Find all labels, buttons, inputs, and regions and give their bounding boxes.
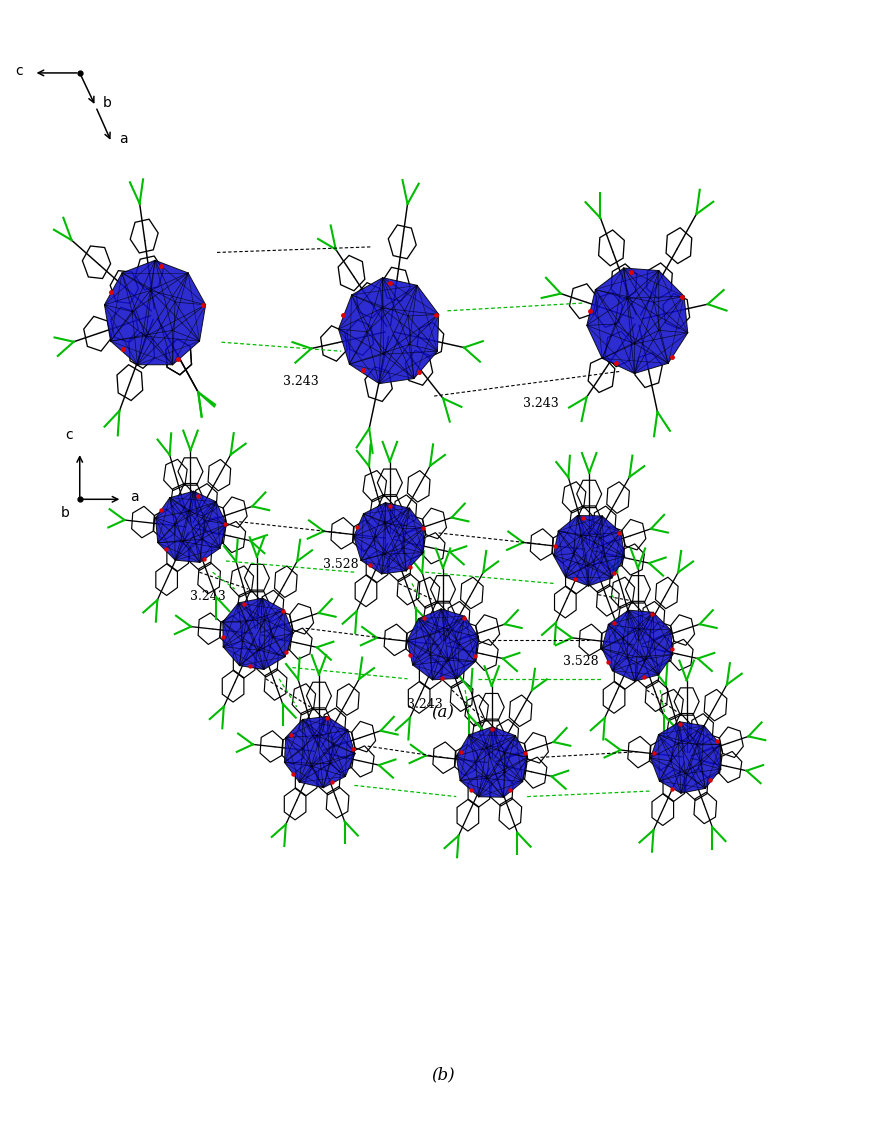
- Text: c: c: [16, 64, 23, 77]
- Text: 3.528: 3.528: [563, 655, 598, 669]
- Polygon shape: [222, 598, 293, 670]
- Text: b: b: [61, 506, 70, 519]
- Text: 3.528: 3.528: [323, 558, 359, 571]
- Polygon shape: [338, 277, 439, 384]
- Polygon shape: [354, 503, 424, 573]
- Text: (a): (a): [431, 703, 455, 721]
- Text: (b): (b): [431, 1066, 455, 1084]
- Polygon shape: [587, 268, 688, 374]
- Text: a: a: [130, 490, 139, 504]
- Text: 3.243: 3.243: [284, 375, 319, 388]
- Text: 3.243: 3.243: [190, 590, 226, 604]
- Polygon shape: [156, 491, 227, 562]
- Polygon shape: [602, 610, 672, 681]
- Polygon shape: [650, 721, 721, 793]
- Polygon shape: [456, 727, 527, 798]
- Text: a: a: [119, 132, 128, 146]
- Polygon shape: [554, 515, 625, 586]
- Text: c: c: [66, 429, 73, 442]
- Polygon shape: [408, 609, 478, 680]
- Polygon shape: [105, 260, 206, 365]
- Text: 3.243: 3.243: [523, 397, 558, 411]
- Polygon shape: [284, 717, 355, 788]
- Text: b: b: [103, 96, 112, 110]
- Text: 3.243: 3.243: [408, 698, 443, 711]
